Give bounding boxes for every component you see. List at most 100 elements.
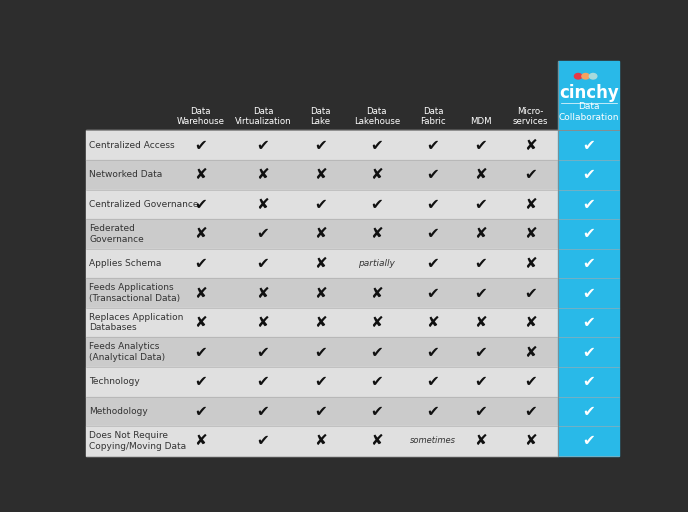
- Bar: [86, 219, 559, 249]
- Circle shape: [574, 73, 582, 79]
- Text: ✘: ✘: [427, 315, 440, 330]
- Text: ✔: ✔: [427, 138, 440, 153]
- Text: ✔: ✔: [474, 138, 487, 153]
- Text: ✔: ✔: [583, 167, 595, 182]
- Text: ✔: ✔: [257, 256, 269, 271]
- Text: ✔: ✔: [583, 197, 595, 212]
- Text: ✔: ✔: [314, 197, 327, 212]
- Text: ✘: ✘: [314, 433, 327, 449]
- Bar: [559, 189, 619, 219]
- Bar: [559, 337, 619, 367]
- Text: Data
Warehouse: Data Warehouse: [177, 107, 224, 126]
- Text: ✔: ✔: [314, 138, 327, 153]
- Circle shape: [582, 73, 590, 79]
- Text: ✘: ✘: [524, 226, 537, 242]
- Text: Feeds Analytics
(Analytical Data): Feeds Analytics (Analytical Data): [89, 343, 165, 362]
- Text: ✔: ✔: [427, 374, 440, 389]
- Text: ✘: ✘: [194, 226, 207, 242]
- Text: Technology: Technology: [89, 377, 140, 386]
- Text: ✘: ✘: [474, 167, 487, 182]
- Text: ✔: ✔: [524, 286, 537, 301]
- Text: ✔: ✔: [194, 374, 207, 389]
- Text: ✘: ✘: [370, 226, 383, 242]
- Text: ✔: ✔: [474, 404, 487, 419]
- Text: MDM: MDM: [470, 117, 491, 126]
- Text: Data
Collaboration: Data Collaboration: [559, 102, 619, 122]
- Text: ✘: ✘: [194, 286, 207, 301]
- Bar: [559, 219, 619, 249]
- Text: ✘: ✘: [314, 226, 327, 242]
- Text: sometimes: sometimes: [410, 436, 456, 445]
- Text: ✘: ✘: [524, 433, 537, 449]
- Text: ✘: ✘: [257, 197, 269, 212]
- Text: ✘: ✘: [370, 315, 383, 330]
- Bar: [559, 279, 619, 308]
- Text: ✔: ✔: [427, 345, 440, 360]
- Text: ✘: ✘: [524, 256, 537, 271]
- Text: Data
Fabric: Data Fabric: [420, 107, 446, 126]
- Bar: [86, 131, 559, 160]
- Bar: [559, 308, 619, 337]
- Text: Centralized Governance: Centralized Governance: [89, 200, 199, 209]
- Text: ✘: ✘: [370, 433, 383, 449]
- Text: ✔: ✔: [427, 226, 440, 242]
- Text: ✔: ✔: [583, 138, 595, 153]
- Text: ✔: ✔: [194, 404, 207, 419]
- Text: Methodology: Methodology: [89, 407, 148, 416]
- Text: ✔: ✔: [583, 374, 595, 389]
- Text: ✔: ✔: [524, 404, 537, 419]
- Bar: [86, 279, 559, 308]
- Text: ✘: ✘: [474, 226, 487, 242]
- Bar: [559, 249, 619, 279]
- Bar: [86, 337, 559, 367]
- Text: ✔: ✔: [194, 345, 207, 360]
- Text: ✘: ✘: [524, 345, 537, 360]
- Text: ✔: ✔: [583, 286, 595, 301]
- Text: ✘: ✘: [194, 433, 207, 449]
- Text: ✔: ✔: [583, 315, 595, 330]
- Bar: [86, 367, 559, 396]
- Text: ✔: ✔: [583, 404, 595, 419]
- Bar: [86, 426, 559, 456]
- Text: ✘: ✘: [370, 286, 383, 301]
- Text: ✔: ✔: [194, 197, 207, 212]
- Text: ✔: ✔: [370, 374, 383, 389]
- Bar: [559, 160, 619, 189]
- Text: ✔: ✔: [370, 345, 383, 360]
- Text: ✘: ✘: [314, 256, 327, 271]
- Text: ✔: ✔: [257, 138, 269, 153]
- Text: ✘: ✘: [474, 433, 487, 449]
- Text: Data
Lake: Data Lake: [310, 107, 331, 126]
- Bar: [559, 367, 619, 396]
- Bar: [86, 308, 559, 337]
- Text: ✔: ✔: [194, 138, 207, 153]
- Text: Networked Data: Networked Data: [89, 170, 162, 179]
- Bar: [86, 249, 559, 279]
- Bar: [86, 160, 559, 189]
- Text: ✘: ✘: [314, 286, 327, 301]
- Text: Data
Virtualization: Data Virtualization: [235, 107, 291, 126]
- Text: ✘: ✘: [474, 315, 487, 330]
- Text: ✔: ✔: [583, 226, 595, 242]
- Text: ✔: ✔: [257, 345, 269, 360]
- Text: ✘: ✘: [257, 286, 269, 301]
- Text: ✔: ✔: [427, 197, 440, 212]
- Text: ✘: ✘: [314, 167, 327, 182]
- Text: ✔: ✔: [194, 256, 207, 271]
- Text: Data
Lakehouse: Data Lakehouse: [354, 107, 400, 126]
- Bar: [559, 61, 619, 131]
- Text: ✔: ✔: [427, 167, 440, 182]
- Bar: [86, 396, 559, 426]
- Text: cinchy: cinchy: [559, 84, 619, 102]
- Text: ✔: ✔: [474, 256, 487, 271]
- Text: Micro-
services: Micro- services: [513, 107, 548, 126]
- Text: ✔: ✔: [474, 345, 487, 360]
- Text: ✔: ✔: [257, 433, 269, 449]
- Text: ✘: ✘: [524, 197, 537, 212]
- Text: Centralized Access: Centralized Access: [89, 141, 175, 150]
- Bar: [86, 61, 619, 131]
- Text: Replaces Application
Databases: Replaces Application Databases: [89, 313, 184, 332]
- Text: ✘: ✘: [257, 167, 269, 182]
- Bar: [86, 189, 559, 219]
- Text: ✔: ✔: [427, 404, 440, 419]
